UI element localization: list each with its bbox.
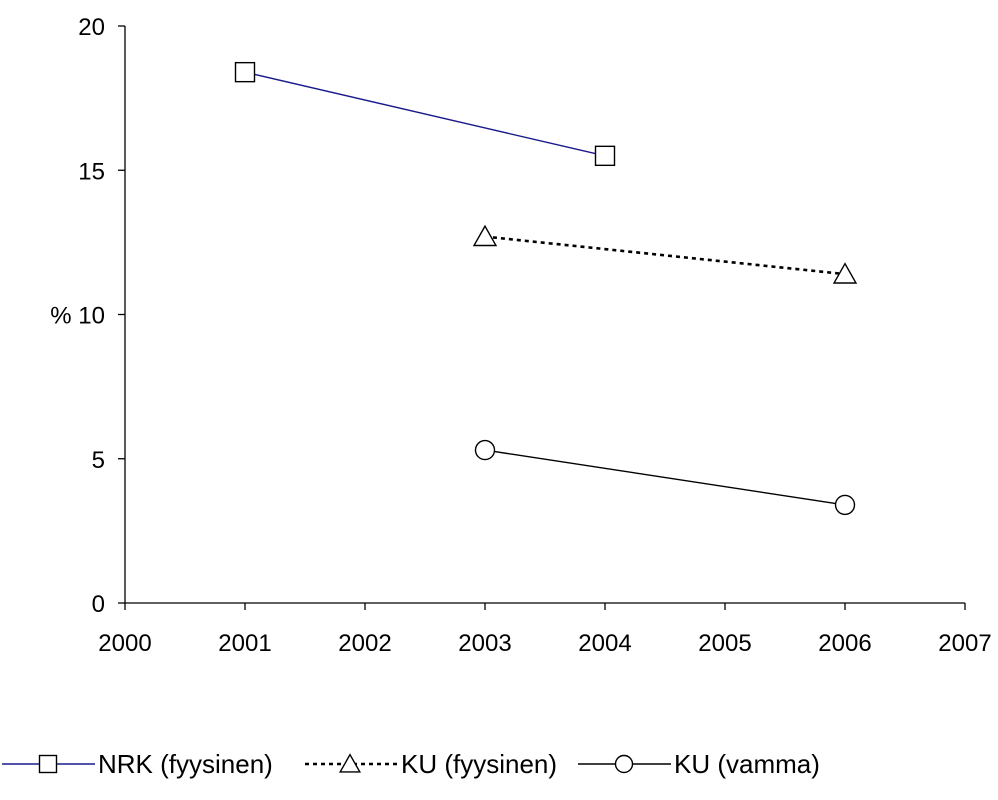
x-tick-label: 2004 [578,630,631,657]
legend-label: KU (fyysinen) [401,749,557,779]
legend-marker [614,754,634,774]
series-layer [234,61,858,516]
legend-label: NRK (fyysinen) [98,749,273,779]
series-line [484,235,846,276]
legend-item-1: KU (fyysinen) [305,749,557,779]
x-tick-label: 2002 [338,630,391,657]
x-tick-label: 2006 [818,630,871,657]
x-tick-label: 2005 [698,630,751,657]
legend: NRK (fyysinen) KU (fyysinen) KU (vamma) [2,749,820,779]
data-point [832,262,858,284]
series-line [244,71,606,157]
x-tick-label: 2007 [938,630,991,657]
series-1 [472,224,858,284]
x-tick-label: 2003 [458,630,511,657]
x-tick-label: 2000 [98,630,151,657]
data-point [474,439,496,461]
legend-item-2: KU (vamma) [578,749,820,779]
y-tick-label: 5 [92,447,105,474]
legend-marker [338,753,362,773]
data-point [234,61,256,83]
data-point [594,145,616,167]
series-0 [234,61,616,167]
data-point [472,224,498,247]
legend-label: KU (vamma) [674,749,820,779]
y-tick-label: 20 [78,14,105,41]
series-line [484,449,846,506]
y-tick-label: 0 [92,591,105,618]
data-point [834,494,856,516]
y-tick-label: 15 [78,158,105,185]
legend-marker [38,754,58,774]
series-2 [474,439,856,516]
y-tick-label: % 10 [50,303,105,330]
axes: 0 5 % 10 15 20 2000 2001 2002 2003 2004 2005 2006 20… [50,14,991,657]
x-tick-label: 2001 [218,630,271,657]
legend-item-0: NRK (fyysinen) [2,749,273,779]
